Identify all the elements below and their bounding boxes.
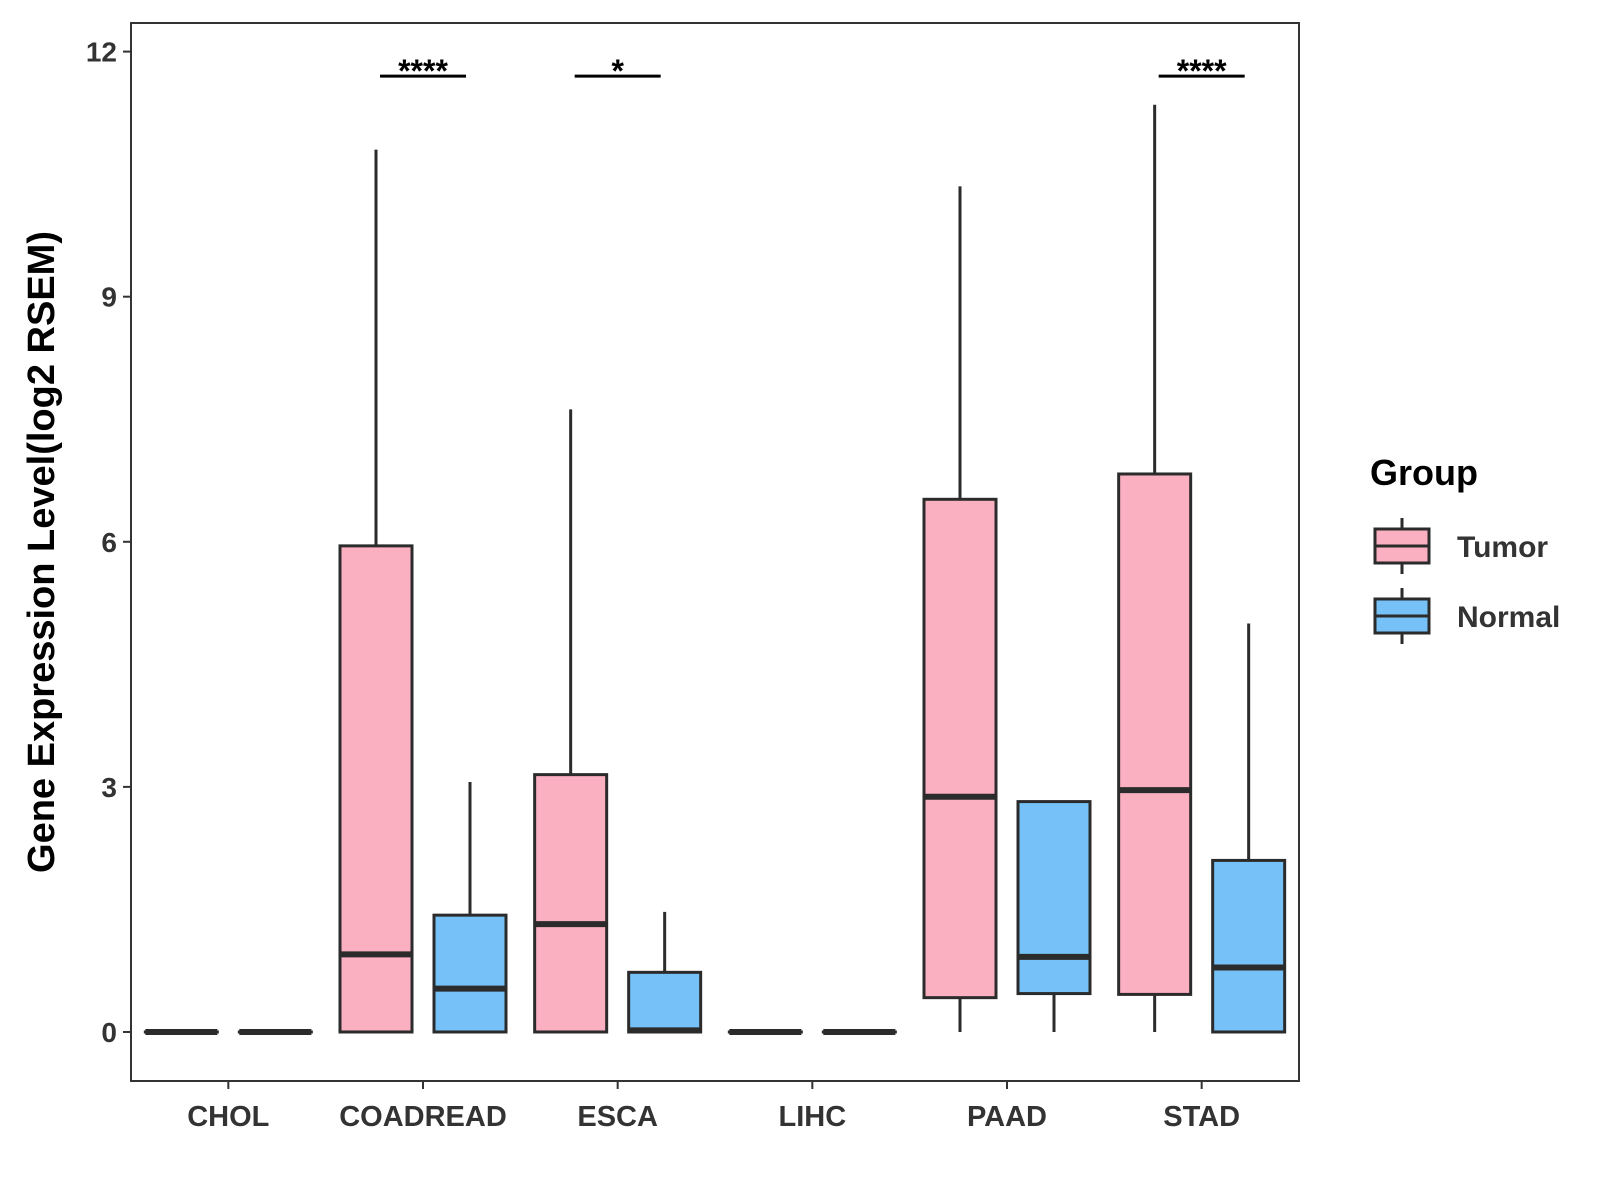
x-tick-label: CHOL [187,1101,269,1133]
legend-label: Normal [1457,601,1560,634]
box-tumor-stad [1117,104,1193,1032]
x-tick-label: COADREAD [339,1101,507,1133]
y-tick-label: 0 [101,1017,117,1048]
box-series [143,104,1287,1035]
box-body [627,970,703,1034]
y-tick-label: 12 [86,37,117,68]
legend: Group Tumor Normal [1370,452,1560,644]
box-body [1117,472,1193,996]
significance-annotations: **** * **** [380,53,1245,89]
y-tick-label: 6 [101,527,117,558]
panel-border [130,22,1300,1082]
box-body [533,773,609,1034]
box-normal-paad [1016,800,1092,1032]
box-body [432,913,508,1034]
y-tick-label: 3 [101,772,117,803]
box-body [338,544,414,1034]
y-axis: 0 3 6 9 12 [86,37,131,1048]
box-tumor-coadread [338,149,414,1034]
y-tick-label: 9 [101,282,117,313]
y-axis-title: Gene Expression Level(log2 RSEM) [21,231,63,873]
x-tick-label: ESCA [577,1101,658,1133]
box-body [922,497,998,1000]
box-body [1211,858,1287,1034]
x-axis: CHOL COADREAD ESCA LIHC PAAD STAD [187,1081,1240,1133]
x-tick-label: PAAD [967,1101,1047,1133]
significance-label: * [611,53,624,89]
legend-item-normal: Normal [1373,588,1560,644]
box-normal-coadread [432,781,508,1034]
box-tumor-paad [922,186,998,1032]
box-normal-esca [627,911,703,1034]
box-normal-stad [1211,623,1287,1034]
significance-label: **** [398,53,448,89]
x-tick-label: LIHC [778,1101,846,1133]
legend-title: Group [1370,452,1478,493]
legend-item-tumor: Tumor [1373,518,1548,574]
box-tumor-esca [533,409,609,1034]
box-body [1016,800,1092,996]
legend-label: Tumor [1457,531,1548,564]
x-tick-label: STAD [1163,1101,1240,1133]
significance-label: **** [1177,53,1227,89]
